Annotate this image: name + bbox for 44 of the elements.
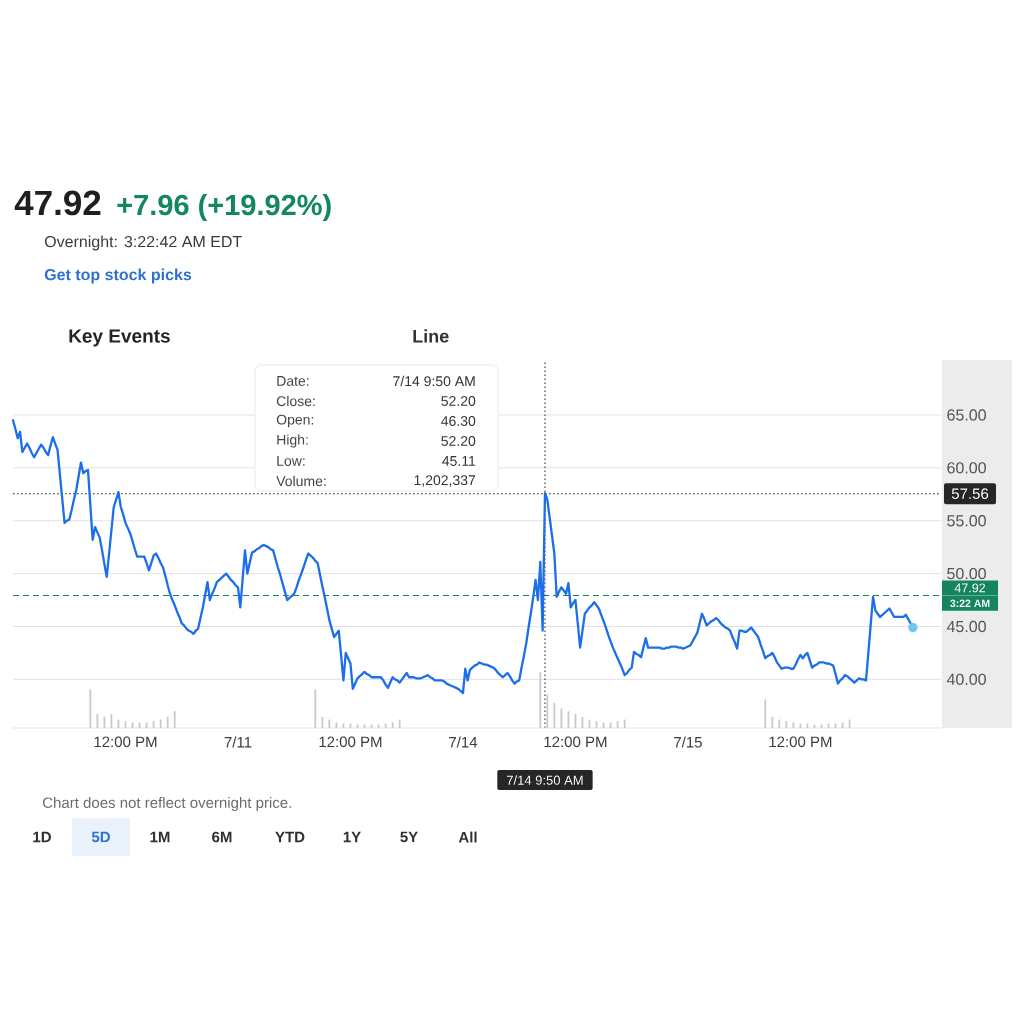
text: 1D [33,831,51,843]
x-tick-label: 7/11 [224,736,252,748]
x-tick-label: 12:00 PM [769,736,832,748]
text: Overnight: 3:22:42 AM EDT [44,235,242,251]
annotation: 1,202,337 [414,475,476,487]
text: 1M [150,831,170,843]
annotation: 7/14 9:50 AM [393,375,475,387]
text: 5D [91,831,110,843]
annotation: Low: [277,456,305,466]
annotation: 52.20 [441,396,476,406]
y-tick-label: 55.00 [947,515,986,527]
chart-subtitle: +7.96 (+19.92%) [117,193,331,222]
ref-line-label: 47.92 [954,583,986,593]
annotation: Close: [276,395,315,407]
x-tick-label: 12:00 PM [319,736,382,748]
text: YTD [275,831,305,843]
x-tick-label: 7/15 [674,736,702,748]
ref-line-label: 57.56 [951,488,989,499]
text: 7/14 9:50 AM [506,775,583,785]
annotation: High: [277,434,308,448]
text: All [458,831,477,843]
chart-title: 47.92 [14,190,101,216]
text: Key Events [69,329,170,347]
x-tick-label: 12:00 PM [94,736,157,748]
annotation: Volume: [276,475,326,487]
y-tick-label: 45.00 [946,620,986,633]
text: 6M [212,831,232,843]
text: Line [413,329,449,343]
y-tick-label: 60.00 [947,462,986,474]
text: 3:22 AM [950,599,990,608]
annotation: Date: [277,376,309,386]
annotation: 52.20 [441,436,476,446]
x-tick-label: 7/14 [449,736,478,748]
text: 1Y [343,831,361,843]
annotation: 46.30 [441,416,476,426]
y-tick-label: 40.00 [946,673,986,686]
text: 5Y [400,831,418,843]
annotation: 45.11 [442,456,476,466]
text: Get top stock picks [44,268,192,284]
text: Chart does not reflect overnight price. [42,797,291,811]
annotation: Open: [276,414,314,428]
x-tick-label: 12:00 PM [544,736,607,748]
y-tick-label: 65.00 [947,409,986,421]
y-tick-label: 50.00 [947,567,986,580]
